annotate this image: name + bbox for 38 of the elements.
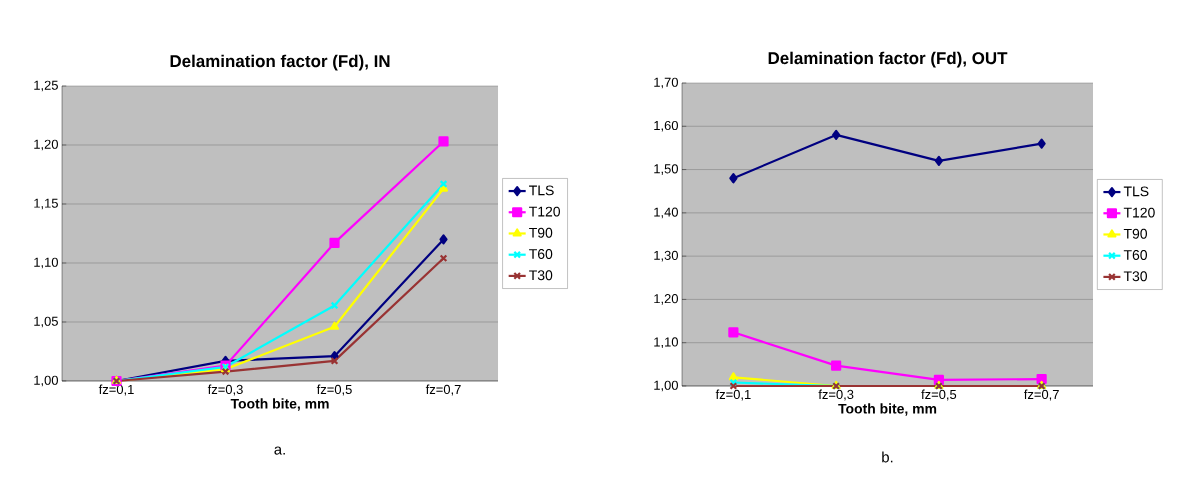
y-tick-label: 1,00 (654, 380, 678, 392)
x-tick-label: fz=0,5 (316, 384, 352, 396)
x-axis-title: Tooth bite, mm (230, 398, 329, 411)
x-tick-label: fz=0,3 (207, 384, 243, 396)
y-tick-label: 1,60 (654, 120, 678, 132)
text: a. (274, 446, 285, 455)
legend-label: T120 (529, 206, 561, 217)
legend-label: T60 (1123, 250, 1148, 260)
legend-label: T90 (529, 227, 553, 238)
y-tick-label: 1,05 (34, 316, 58, 328)
legend-label: T90 (1123, 228, 1148, 239)
x-tick-label: fz=0,7 (425, 384, 461, 396)
x-tick-label: fz=0,5 (921, 389, 957, 401)
y-tick-label: 1,40 (654, 207, 678, 219)
x-tick-label: fz=0,7 (1024, 389, 1059, 401)
y-tick-label: 1,30 (654, 250, 678, 262)
y-tick-label: 1,20 (34, 139, 58, 151)
y-tick-label: 1,10 (654, 337, 678, 349)
y-tick-label: 1,70 (654, 77, 678, 89)
x-tick-label: fz=0,1 (715, 389, 751, 401)
text: b. (882, 451, 893, 463)
chart-title: Delamination factor (Fd), IN (170, 54, 390, 71)
y-tick-label: 1,15 (34, 198, 58, 210)
chart-title: Delamination factor (Fd), OUT (768, 51, 1008, 68)
y-tick-label: 1,00 (34, 375, 58, 387)
x-axis-title: Tooth bite, mm (838, 403, 937, 416)
legend-label: T120 (1123, 207, 1155, 218)
legend-label: T60 (529, 249, 553, 259)
legend-label: TLS (1123, 186, 1149, 197)
y-tick-label: 1,50 (654, 164, 678, 175)
legend-label: T30 (1123, 271, 1148, 282)
y-tick-label: 1,10 (34, 257, 58, 269)
legend-label: T30 (529, 270, 553, 281)
x-tick-label: fz=0,3 (818, 389, 854, 401)
y-tick-label: 1,25 (34, 80, 58, 92)
y-tick-label: 1,20 (654, 294, 678, 305)
legend-label: TLS (529, 185, 554, 196)
x-tick-label: fz=0,1 (98, 384, 134, 396)
